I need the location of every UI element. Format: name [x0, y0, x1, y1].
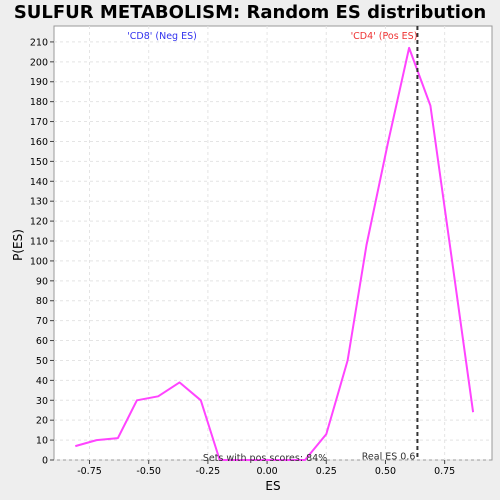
- y-tick-label: 10: [36, 436, 48, 447]
- x-tick-label: 0.50: [375, 466, 396, 477]
- y-tick-label: 210: [30, 37, 48, 48]
- x-axis: -0.75 -0.50 -0.25 0.00 0.25 0.50 0.75: [77, 460, 455, 477]
- series-group: [75, 46, 475, 461]
- y-tick-label: 60: [36, 336, 48, 347]
- plot-area: [53, 25, 493, 461]
- y-tick-label: 40: [36, 376, 48, 387]
- chart-title: SULFUR METABOLISM: Random ES distributio…: [14, 2, 486, 23]
- x-tick-label: 0.25: [316, 466, 337, 477]
- y-tick-label: 50: [36, 356, 48, 367]
- real-es-marker: Real ES 0.6: [362, 26, 419, 463]
- y-tick-label: 100: [30, 256, 48, 267]
- y-tick-label: 170: [30, 117, 48, 128]
- y-axis: 0 10 20 30 40 50 60 70 80 90 100 110 120 130 140 150 160…: [30, 37, 54, 467]
- y-tick-label: 120: [30, 217, 48, 228]
- y-tick-label: 80: [36, 296, 48, 307]
- x-axis-label: ES: [265, 479, 280, 493]
- y-tick-label: 20: [36, 416, 48, 427]
- y-axis-label: P(ES): [11, 229, 25, 261]
- x-tick-label: -0.25: [196, 466, 221, 477]
- y-tick-label: 30: [36, 396, 48, 407]
- pos-es-annotation: 'CD4' (Pos ES): [351, 31, 418, 42]
- y-tick-label: 160: [30, 137, 48, 148]
- grid-lines: [54, 26, 492, 461]
- y-tick-label: 70: [36, 316, 48, 327]
- y-tick-label: 200: [30, 57, 48, 68]
- x-tick-label: 0.00: [257, 466, 278, 477]
- y-tick-label: 90: [36, 276, 48, 287]
- y-tick-label: 180: [30, 97, 48, 108]
- y-tick-label: 150: [30, 157, 48, 168]
- y-tick-label: 130: [30, 197, 48, 208]
- neg-es-annotation: 'CD8' (Neg ES): [127, 31, 197, 42]
- x-tick-label: 0.75: [434, 466, 455, 477]
- y-tick-label: 190: [30, 77, 48, 88]
- y-tick-label: 140: [30, 177, 48, 188]
- real-es-label: Real ES 0.6: [362, 452, 416, 463]
- series-line: [75, 46, 475, 461]
- y-tick-label: 0: [42, 456, 48, 467]
- y-tick-label: 110: [30, 237, 48, 248]
- sets-pos-scores-annotation: Sets with pos scores: 84%: [203, 453, 327, 464]
- x-tick-label: -0.75: [77, 466, 102, 477]
- x-tick-label: -0.50: [136, 466, 161, 477]
